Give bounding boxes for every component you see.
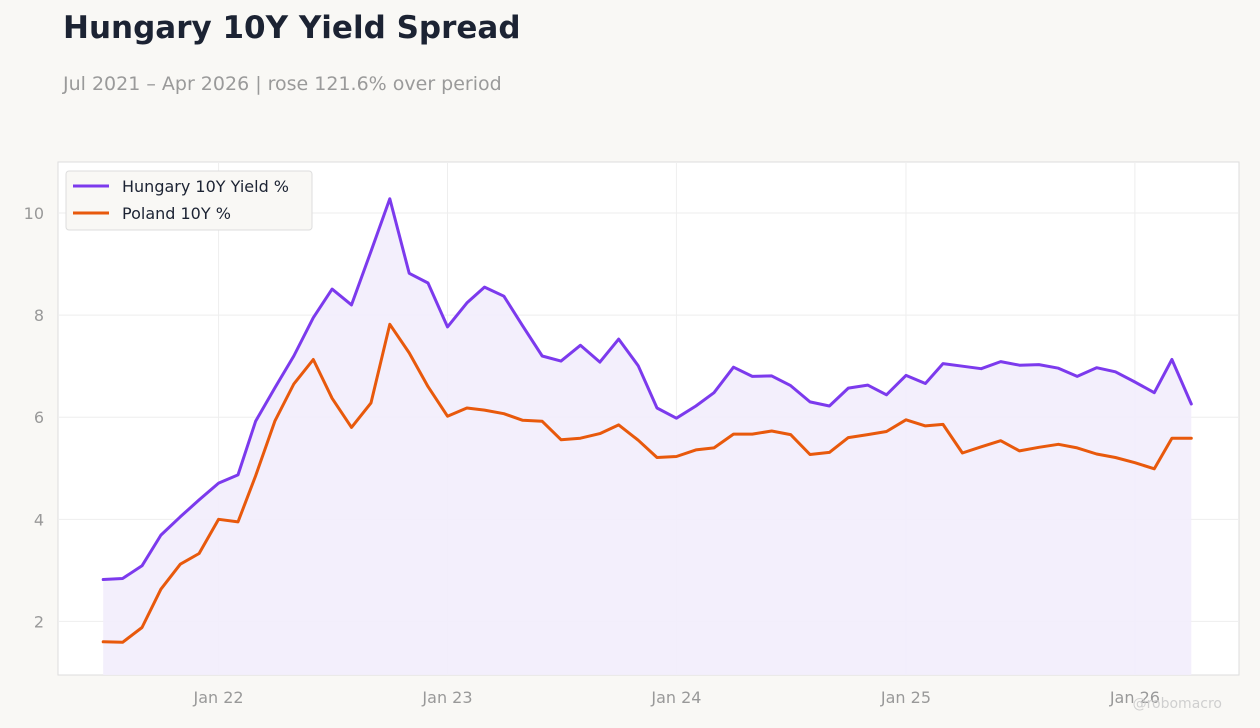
x-tick-label: Jan 24 <box>650 688 701 707</box>
x-tick-label: Jan 26 <box>1109 688 1160 707</box>
y-tick-label: 4 <box>34 510 44 529</box>
y-tick-label: 10 <box>24 204 44 223</box>
series-line-hungary <box>101 197 1193 581</box>
x-tick-label: Jan 25 <box>880 688 931 707</box>
y-tick-label: 8 <box>34 306 44 325</box>
chart-subtitle: Jul 2021 – Apr 2026 | rose 121.6% over p… <box>63 73 502 95</box>
legend-label: Hungary 10Y Yield % <box>122 177 289 196</box>
hungary-area-fill <box>103 198 1192 676</box>
axis-labels: 2 4 6 8 10 Jan 22 Jan 23 Jan 24 Jan 25 Jan 26 <box>24 204 1160 707</box>
legend-box <box>65 170 313 231</box>
x-tick-label: Jan 22 <box>193 688 244 707</box>
legend-label: Poland 10Y % <box>122 204 231 223</box>
legend: Hungary 10Y Yield % Poland 10Y % <box>65 170 313 231</box>
x-tick-label: Jan 23 <box>421 688 472 707</box>
series-line-poland <box>101 322 1193 644</box>
watermark: @robomacro <box>1132 696 1222 712</box>
series-lines <box>101 197 1193 644</box>
y-tick-label: 2 <box>34 612 44 631</box>
chart-title: Hungary 10Y Yield Spread <box>63 10 521 46</box>
y-tick-label: 6 <box>34 408 44 427</box>
